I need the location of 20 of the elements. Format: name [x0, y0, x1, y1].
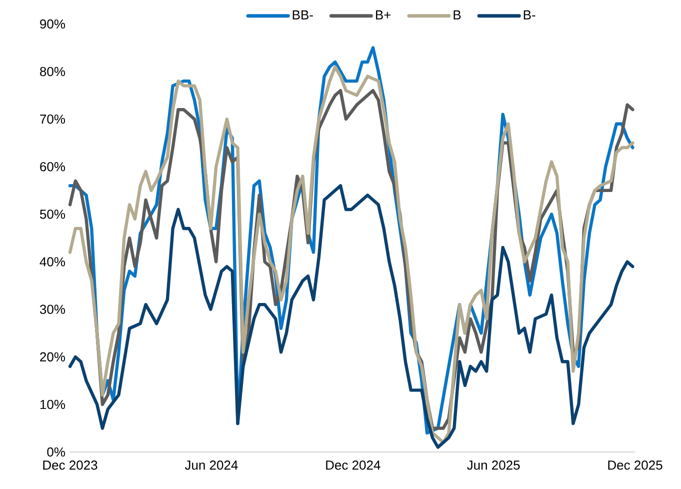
y-tick-label: 50% [40, 210, 65, 219]
legend-label: B- [524, 10, 536, 20]
legend-label: B+ [376, 10, 391, 20]
legend-label: B [454, 10, 461, 20]
y-tick-label: 30% [40, 304, 65, 314]
x-tick-label: Dec 2023 [43, 460, 98, 470]
y-tick-label: 60% [40, 162, 65, 172]
y-tick-label: 20% [40, 352, 65, 362]
x-tick-label: Dec 2025 [608, 460, 662, 470]
x-tick-label: Dec 2024 [326, 460, 380, 470]
y-tick-label: 0% [47, 447, 65, 457]
y-tick-label: 10% [40, 400, 65, 410]
y-tick-label: 80% [40, 66, 65, 76]
line-series [68, 184, 634, 449]
y-tick-label: 70% [40, 114, 65, 124]
y-tick-label: 90% [40, 19, 65, 29]
legend-label: BB- [292, 10, 313, 20]
y-tick-label: 40% [40, 257, 65, 266]
x-tick-label: Jun 2025 [467, 460, 520, 470]
x-tick-label: Jun 2024 [184, 460, 238, 470]
